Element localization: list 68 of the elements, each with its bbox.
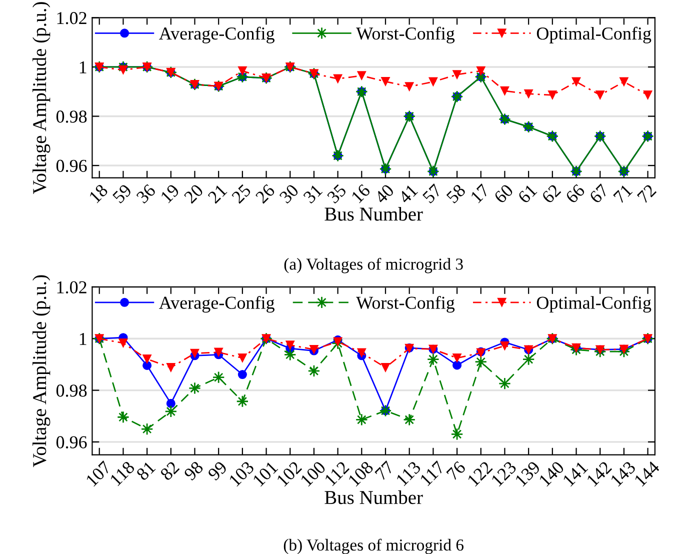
x-tick-label: 141 xyxy=(562,460,588,487)
x-tick-label: 58 xyxy=(446,184,466,204)
x-tick-label: 59 xyxy=(112,184,132,204)
x-tick-label: 118 xyxy=(110,460,136,486)
x-tick-label: 107 xyxy=(85,460,112,487)
x-tick-label: 108 xyxy=(348,460,374,487)
y-tick-label: 1 xyxy=(80,61,86,74)
x-tick-label: 102 xyxy=(276,460,302,487)
y-tick-label: 0.98 xyxy=(56,384,87,397)
y-axis-title: Voltage Amplitude (p.u.) xyxy=(32,275,50,468)
y-tick-label: 0.96 xyxy=(56,160,87,172)
x-tick-label: 81 xyxy=(136,460,156,481)
x-axis-title: Bus Number xyxy=(324,207,423,221)
x-tick-label: 98 xyxy=(183,460,204,482)
x-tick-label: 18 xyxy=(88,184,108,204)
x-tick-label: 20 xyxy=(184,184,204,204)
x-tick-label: 103 xyxy=(228,460,255,487)
x-tick-label: 41 xyxy=(398,184,418,204)
x-tick-label: 76 xyxy=(446,460,466,481)
x-tick-label: 142 xyxy=(586,460,612,487)
x-tick-label: 140 xyxy=(538,460,565,487)
x-tick-label: 72 xyxy=(636,184,657,204)
x-tick-label: 19 xyxy=(160,184,180,204)
x-axis-title: Bus Number xyxy=(324,490,423,504)
x-tick-label: 66 xyxy=(565,183,586,204)
x-tick-label: 139 xyxy=(514,460,541,487)
x-tick-label: 123 xyxy=(490,460,517,487)
x-tick-label: 31 xyxy=(302,184,323,204)
legend-label: Optimal-Config xyxy=(536,296,652,313)
x-tick-label: 82 xyxy=(160,460,180,481)
x-tick-label: 30 xyxy=(278,184,300,204)
x-tick-label: 17 xyxy=(470,183,490,204)
x-tick-label: 113 xyxy=(396,460,422,486)
y-tick-label: 0.96 xyxy=(56,436,87,448)
x-tick-label: 21 xyxy=(207,184,228,204)
legend-label: Worst-Config xyxy=(356,296,455,313)
y-tick-label: 0.98 xyxy=(56,110,87,123)
y-axis-title: Voltage Amplitude (p.u.) xyxy=(32,2,50,194)
x-tick-label: 99 xyxy=(207,460,228,482)
x-tick-label: 67 xyxy=(588,183,610,204)
y-tick-label: 1 xyxy=(80,332,86,345)
x-tick-label: 117 xyxy=(420,460,446,486)
y-tick-label: 1.02 xyxy=(57,12,86,24)
x-tick-label: 112 xyxy=(324,460,350,486)
x-tick-label: 26 xyxy=(255,183,276,204)
x-tick-label: 62 xyxy=(541,184,562,204)
text: (b) Voltages of microgrid 6 xyxy=(284,538,464,554)
x-tick-label: 122 xyxy=(467,460,493,487)
x-tick-label: 60 xyxy=(493,184,514,204)
x-tick-label: 40 xyxy=(374,184,395,204)
x-tick-label: 100 xyxy=(300,460,326,487)
legend-label: Worst-Config xyxy=(356,26,455,44)
x-tick-label: 61 xyxy=(517,184,538,204)
legend-label: Average-Config xyxy=(159,26,274,44)
x-tick-label: 36 xyxy=(136,183,156,204)
legend-label: Optimal-Config xyxy=(536,26,652,44)
x-tick-label: 25 xyxy=(231,184,252,204)
x-tick-label: 77 xyxy=(374,460,395,480)
x-tick-label: 71 xyxy=(613,184,633,204)
legend-label: Average-Config xyxy=(159,296,274,313)
x-tick-label: 143 xyxy=(610,460,636,487)
x-tick-label: 35 xyxy=(326,184,347,204)
y-tick-label: 1.02 xyxy=(57,281,86,294)
x-tick-label: 57 xyxy=(422,184,442,204)
x-tick-label: 16 xyxy=(351,183,371,204)
text: (a) Voltages of microgrid 3 xyxy=(284,258,463,274)
x-tick-label: 101 xyxy=(252,460,278,487)
x-tick-label: 144 xyxy=(634,460,660,487)
